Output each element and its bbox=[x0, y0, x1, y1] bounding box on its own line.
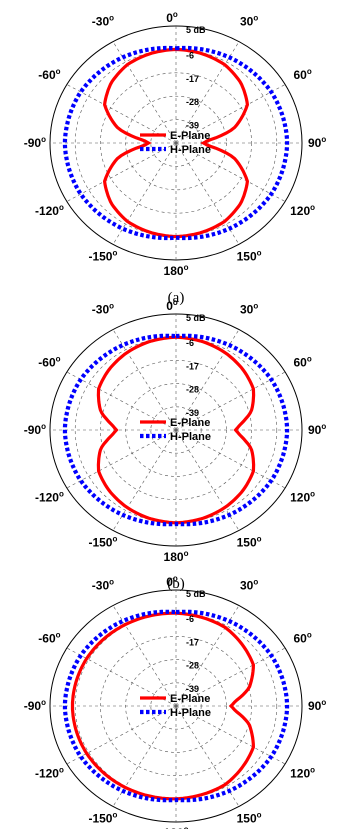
grid-spoke bbox=[175, 142, 286, 202]
grid-ring bbox=[100, 360, 252, 500]
angle-label: 60o bbox=[293, 355, 311, 370]
h-plane-legend-label: H-Plane bbox=[170, 431, 211, 443]
radial-tick-label: -17 bbox=[186, 637, 199, 647]
grid-spoke bbox=[112, 329, 177, 431]
angle-label: 30o bbox=[240, 301, 258, 316]
radial-tick-label: -6 bbox=[186, 338, 194, 348]
angle-label: 90o bbox=[308, 422, 326, 437]
angle-label: -120o bbox=[35, 489, 64, 504]
angle-label: 150o bbox=[237, 811, 262, 826]
grid-spoke bbox=[112, 41, 177, 144]
radial-tick-label: -39 bbox=[186, 684, 199, 694]
angle-label: 60o bbox=[293, 631, 311, 646]
panel-caption: (a) bbox=[168, 290, 185, 306]
radial-tick-label: -39 bbox=[186, 121, 199, 131]
h-plane-legend-label: H-Plane bbox=[170, 707, 211, 719]
radial-tick-label: 5 dB bbox=[186, 313, 206, 323]
polar-chart-1: 5 dB -6 -17 -28 -39 0o 30o 60o 90o 120o 150o 180o -1… bbox=[24, 10, 327, 278]
angle-label: 30o bbox=[240, 577, 258, 592]
grid-ring bbox=[100, 72, 252, 214]
angle-label: -30o bbox=[92, 13, 114, 28]
angle-label: 120o bbox=[290, 203, 315, 218]
grid-spoke bbox=[175, 41, 240, 144]
polar-chart-3: 5 dB -6 -17 -28 -39 0o 30o 60o 90o 120o 150o 180o -1… bbox=[24, 574, 327, 829]
polar-chart-2: 5 dB -6 -17 -28 -39 0o 30o 60o 90o 120o 150o 180o -1… bbox=[24, 298, 327, 564]
grid-spoke bbox=[112, 142, 177, 245]
radial-tick-label: -17 bbox=[186, 74, 199, 84]
angle-label: -150o bbox=[88, 535, 117, 550]
angle-label: 120o bbox=[290, 489, 315, 504]
legend: E-Plane H-Plane bbox=[140, 693, 211, 719]
radial-tick-label: -28 bbox=[186, 661, 199, 671]
radial-tick-label: -28 bbox=[186, 97, 199, 107]
angle-label: -150o bbox=[88, 811, 117, 826]
grid-spoke bbox=[175, 371, 286, 431]
h-plane-curve bbox=[62, 609, 290, 803]
grid-spoke bbox=[66, 371, 177, 431]
panel-caption: (b) bbox=[167, 576, 185, 592]
angle-label: 0o bbox=[166, 10, 178, 25]
e-plane-legend-label: E-Plane bbox=[170, 130, 210, 142]
grid-spoke bbox=[175, 84, 286, 144]
h-plane-curve bbox=[62, 333, 290, 527]
e-plane-curve bbox=[102, 47, 250, 239]
radial-tick-label: -17 bbox=[186, 361, 199, 371]
angle-label: 30o bbox=[240, 13, 258, 28]
angle-label: 180o bbox=[164, 549, 189, 564]
angle-label: -90o bbox=[24, 135, 46, 150]
angle-label: 120o bbox=[290, 765, 315, 780]
grid-spoke bbox=[175, 705, 286, 765]
angle-label: 150o bbox=[237, 249, 262, 264]
angle-label: -60o bbox=[38, 67, 60, 82]
angle-label: 90o bbox=[308, 135, 326, 150]
angle-label: -120o bbox=[35, 203, 64, 218]
grid-spoke bbox=[66, 705, 177, 765]
radial-tick-label: 5 dB bbox=[186, 589, 206, 599]
angle-label: 60o bbox=[293, 67, 311, 82]
grid-spoke bbox=[66, 429, 177, 489]
angle-label: -90o bbox=[24, 698, 46, 713]
grid-spoke bbox=[112, 605, 177, 707]
angle-label: 0o bbox=[166, 574, 178, 589]
radial-tick-label: -6 bbox=[186, 614, 194, 624]
e-plane-legend-label: E-Plane bbox=[170, 417, 210, 429]
angle-label: 180o bbox=[164, 825, 189, 829]
radial-tick-label: -39 bbox=[186, 408, 199, 418]
angle-label: 180o bbox=[164, 263, 189, 278]
grid-spoke bbox=[175, 142, 240, 245]
angle-label: -30o bbox=[92, 577, 114, 592]
radial-tick-label: -6 bbox=[186, 50, 194, 60]
angle-label: -30o bbox=[92, 301, 114, 316]
legend: E-Plane H-Plane bbox=[140, 417, 211, 443]
angle-label: 90o bbox=[308, 698, 326, 713]
angle-label: -120o bbox=[35, 765, 64, 780]
angle-label: 150o bbox=[237, 535, 262, 550]
angle-label: -60o bbox=[38, 355, 60, 370]
h-plane-curve bbox=[62, 45, 290, 241]
grid-spoke bbox=[175, 429, 286, 489]
grid-spoke bbox=[66, 142, 177, 202]
radial-tick-label: 5 dB bbox=[186, 25, 206, 35]
angle-label: 0o bbox=[166, 298, 178, 313]
grid-spoke bbox=[66, 84, 177, 144]
legend: E-Plane H-Plane bbox=[140, 130, 211, 156]
grid-ring bbox=[100, 636, 252, 776]
angle-label: -90o bbox=[24, 422, 46, 437]
angle-label: -150o bbox=[88, 249, 117, 264]
e-plane-legend-label: E-Plane bbox=[170, 693, 210, 705]
grid-spoke bbox=[66, 647, 177, 707]
h-plane-legend-label: H-Plane bbox=[170, 144, 211, 156]
radial-tick-label: -28 bbox=[186, 385, 199, 395]
angle-label: -60o bbox=[38, 631, 60, 646]
grid-spoke bbox=[175, 647, 286, 707]
